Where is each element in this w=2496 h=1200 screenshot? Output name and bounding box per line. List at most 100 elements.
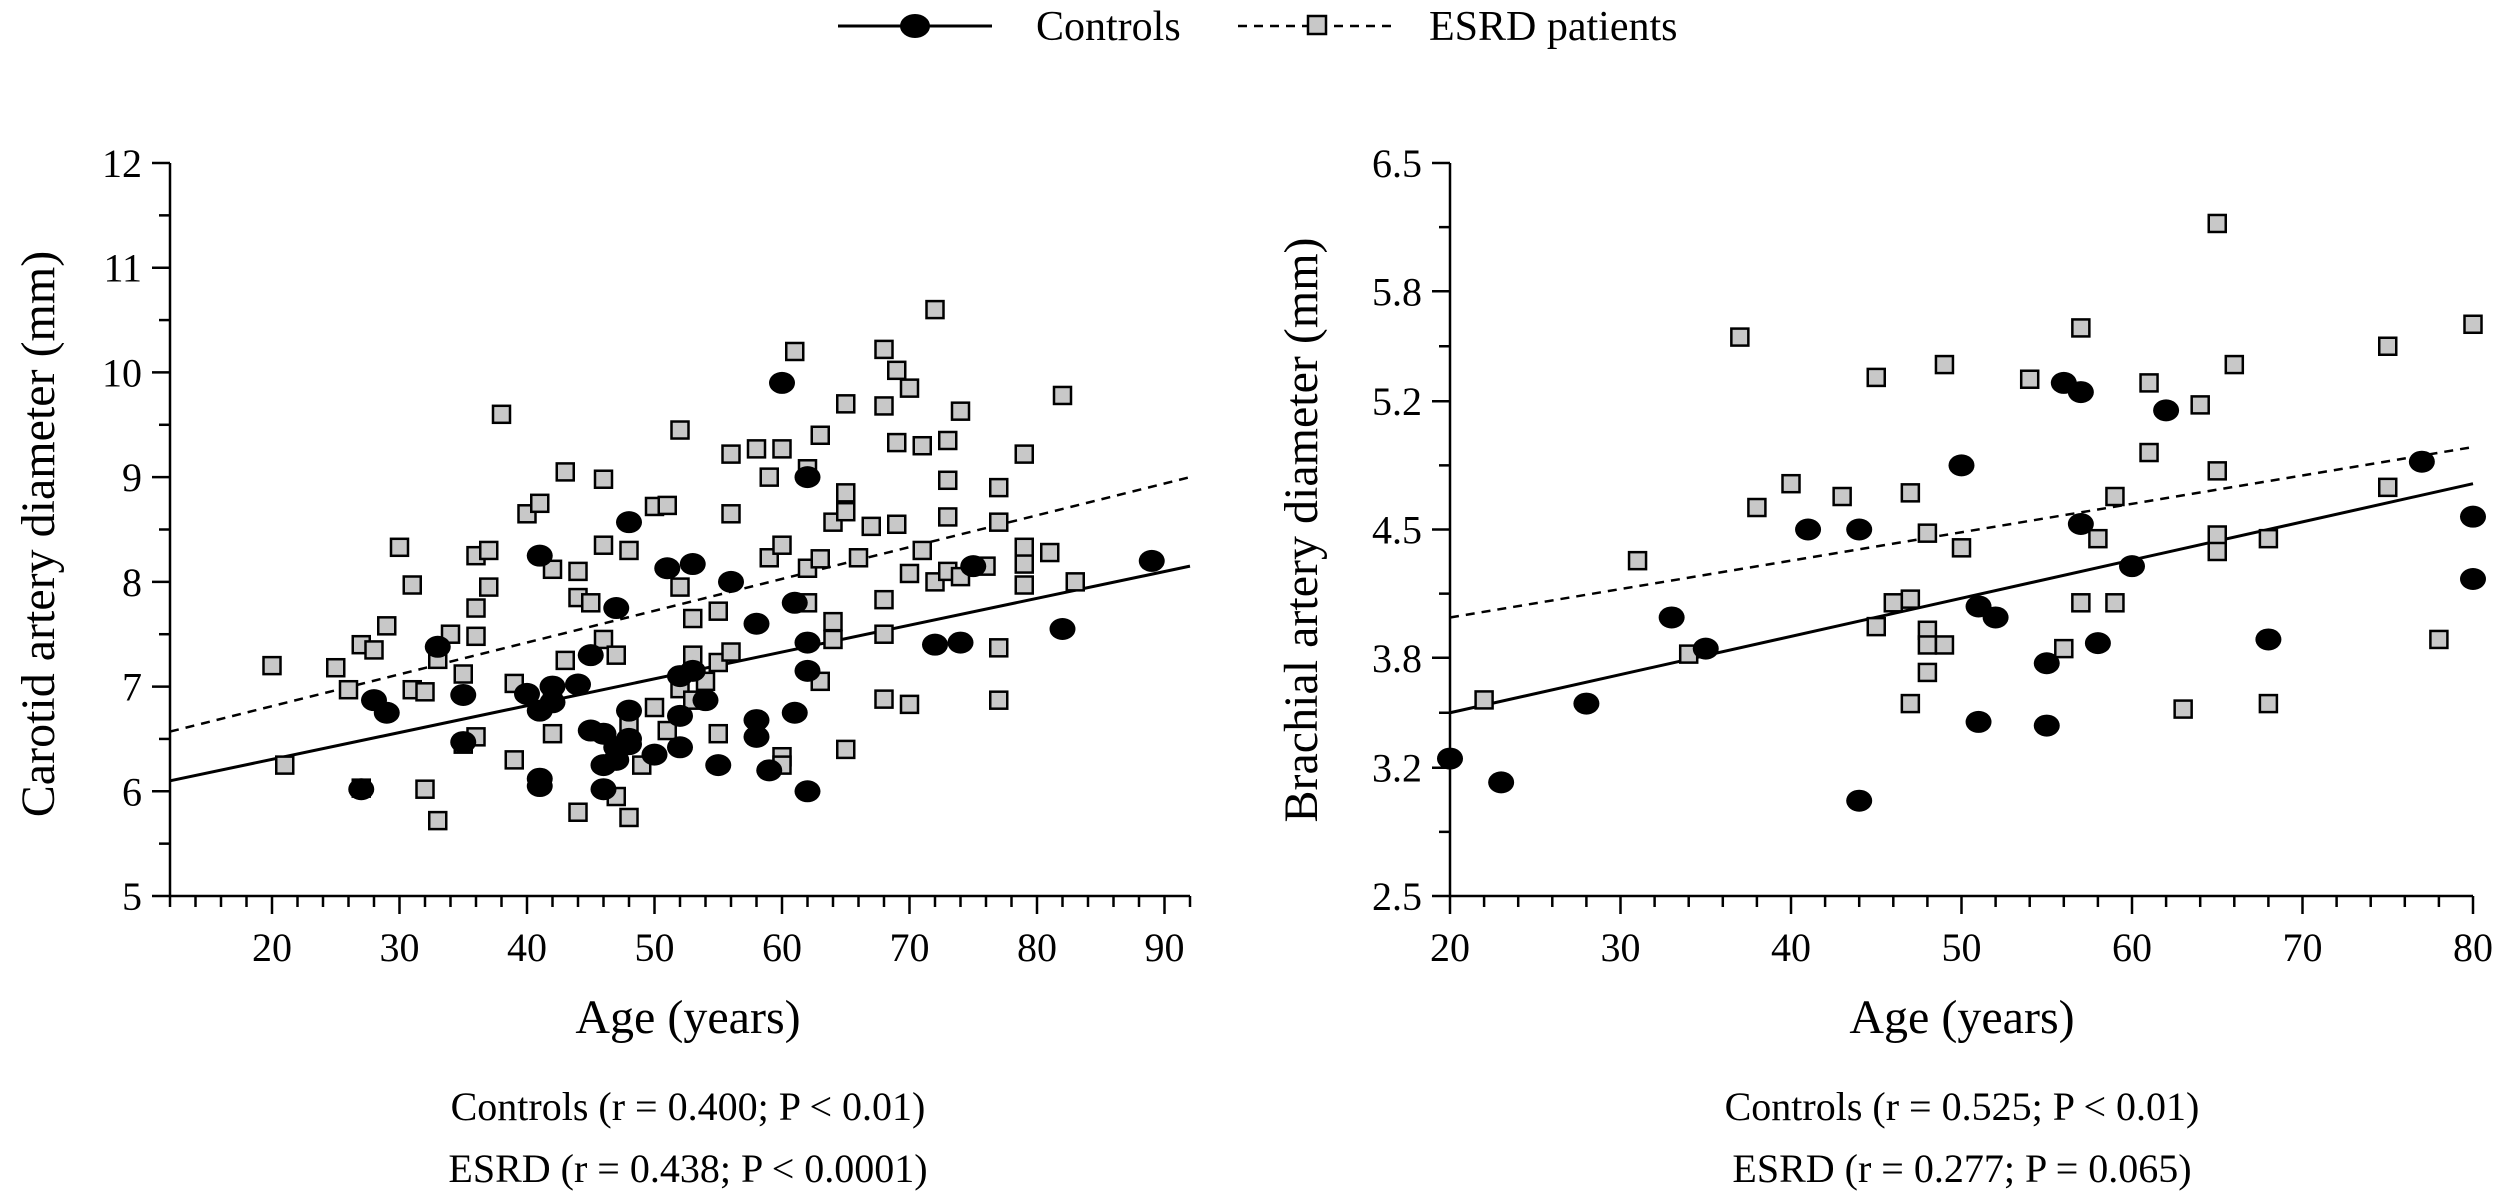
- brachial-ticks: [1432, 161, 2475, 914]
- carotid-esrd-point: [491, 404, 512, 425]
- carotid-controls-point: [348, 778, 375, 801]
- carotid-controls-point: [577, 644, 604, 667]
- carotid-esrd-point: [823, 611, 843, 632]
- carotid-controls-point: [743, 725, 770, 748]
- carotid-esrd-point: [912, 540, 932, 561]
- carotid-esrd-point: [466, 598, 486, 618]
- carotid-controls-point: [667, 736, 693, 759]
- carotid-esrd-point: [989, 512, 1009, 532]
- carotid-y-tick-label: 7: [122, 665, 142, 710]
- carotid-controls-point: [514, 682, 540, 705]
- legend-controls-marker: [900, 14, 930, 38]
- brachial-esrd-point: [2258, 693, 2279, 714]
- brachial-controls-point: [2255, 628, 2282, 651]
- brachial-controls-point: [2084, 632, 2111, 655]
- carotid-esrd-point: [899, 378, 920, 398]
- brachial-controls-point: [2460, 505, 2486, 528]
- carotid-stats-controls: Controls (r = 0.400; P < 0.01): [451, 1084, 926, 1129]
- carotid-controls-point: [603, 748, 630, 771]
- carotid-esrd-point: [568, 561, 588, 582]
- carotid-esrd-point: [555, 650, 575, 671]
- carotid-controls-point: [743, 612, 770, 635]
- carotid-esrd-point: [326, 657, 346, 678]
- carotid-esrd-point: [823, 629, 843, 650]
- brachial-controls-point: [2033, 652, 2060, 675]
- carotid-controls-point: [922, 633, 948, 656]
- brachial-esrd-point: [1730, 327, 1750, 347]
- carotid-esrd-point: [364, 640, 384, 660]
- brachial-y-tick-label: 6.5: [1372, 141, 1422, 186]
- carotid-controls-point: [450, 683, 477, 706]
- carotid-y-tick-label: 5: [122, 874, 142, 919]
- brachial-esrd-point: [1951, 538, 1972, 558]
- carotid-esrd-point: [721, 444, 741, 464]
- carotid-controls-point: [616, 511, 642, 534]
- brachial-controls-point: [1948, 454, 1975, 477]
- carotid-controls-point: [526, 775, 553, 798]
- carotid-controls-point: [743, 709, 770, 732]
- carotid-controls-point: [450, 731, 477, 754]
- brachial-controls-point: [2408, 450, 2435, 473]
- brachial-plot-area: [1448, 163, 2473, 898]
- brachial-esrd-point: [1900, 483, 1921, 503]
- brachial-stats-controls: Controls (r = 0.525; P < 0.01): [1725, 1084, 2200, 1129]
- carotid-esrd-point: [989, 690, 1009, 710]
- carotid-esrd-point: [1040, 542, 1060, 563]
- carotid-points: [262, 299, 1165, 831]
- carotid-y-tick-label: 9: [122, 455, 142, 500]
- carotid-esrd-point: [899, 563, 920, 584]
- brachial-controls-point: [1846, 518, 1873, 541]
- brachial-esrd-point: [1934, 635, 1955, 655]
- carotid-controls-point: [947, 631, 974, 654]
- carotid-controls-point: [679, 553, 706, 576]
- carotid-esrd-point: [1014, 554, 1034, 574]
- carotid-controls-point: [526, 544, 553, 567]
- carotid-esrd-point: [670, 420, 690, 440]
- carotid-controls-point: [794, 780, 821, 803]
- carotid-controls-point: [756, 759, 783, 782]
- brachial-esrd-point: [2139, 373, 2159, 393]
- carotid-esrd-point: [874, 396, 894, 416]
- carotid-esrd-point: [555, 462, 575, 482]
- brachial-controls-point: [1437, 747, 1463, 770]
- brachial-esrd-point: [1917, 662, 1938, 683]
- brachial-esrd-point: [2105, 486, 2125, 507]
- carotid-esrd-point: [772, 535, 792, 555]
- brachial-esrd-point: [2207, 541, 2227, 562]
- carotid-esrd-point: [542, 723, 563, 744]
- carotid-y-tick-label: 10: [102, 350, 142, 395]
- carotid-esrd-point: [644, 697, 665, 718]
- carotid-esrd-point: [657, 495, 677, 516]
- brachial-controls-point: [1846, 789, 1873, 812]
- carotid-controls-point: [781, 701, 808, 724]
- carotid-controls-point: [654, 557, 681, 580]
- carotid-esrd-point: [721, 642, 741, 662]
- carotid-esrd-point: [377, 616, 397, 636]
- brachial-esrd-point: [2207, 461, 2227, 481]
- carotid-controls-point: [1138, 549, 1165, 572]
- carotid-esrd-point: [670, 577, 690, 597]
- brachial-x-axis-title: Age (years): [1849, 991, 2074, 1044]
- carotid-esrd-point: [912, 435, 932, 456]
- brachial-controls-point: [2460, 567, 2486, 590]
- brachial-tick-labels: 20 30 40 50 60 70 80 2.5 3.2 3.8 4.5 5.2 5.8 6.5: [1372, 141, 2493, 970]
- brachial-esrd-point: [1866, 367, 1886, 388]
- brachial-x-tick-label: 30: [1601, 925, 1641, 970]
- carotid-controls-point: [692, 689, 719, 712]
- carotid-esrd-point: [606, 645, 626, 665]
- carotid-controls-point: [679, 659, 706, 682]
- carotid-controls-point: [781, 591, 808, 614]
- carotid-controls-point: [667, 704, 693, 727]
- carotid-fit-lines: [169, 475, 1191, 783]
- carotid-esrd-point: [874, 624, 894, 644]
- brachial-esrd-point: [2258, 528, 2279, 549]
- carotid-esrd-point: [683, 608, 703, 629]
- carotid-x-tick-label: 20: [252, 925, 292, 970]
- carotid-esrd-point: [262, 655, 282, 676]
- brachial-controls-point: [2119, 555, 2145, 578]
- carotid-esrd-point: [989, 477, 1009, 498]
- brachial-esrd-point: [2378, 336, 2398, 356]
- carotid-esrd-point: [950, 401, 971, 421]
- brachial-controls-point: [1488, 771, 1515, 794]
